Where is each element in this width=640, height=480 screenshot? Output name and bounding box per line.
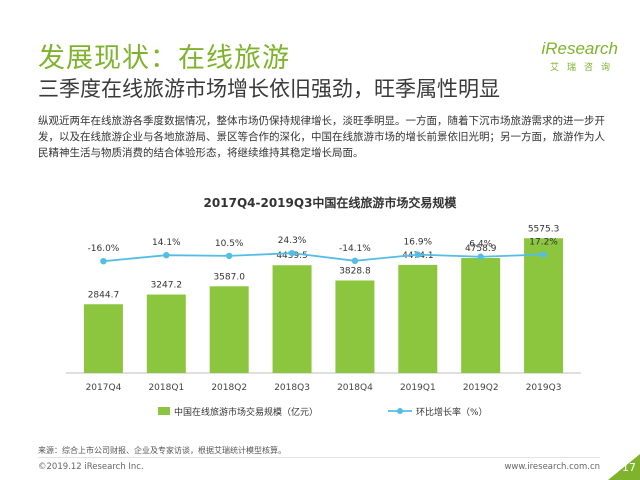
iresearch-logo: iResearch 艾瑞咨询 [528,39,618,74]
growth-point-2017Q4 [100,258,107,265]
chart-legend: 中国在线旅游市场交易规模（亿元） 环比增长率（%） [158,406,488,418]
bar-2018Q1 [146,294,186,373]
bar-2019Q3 [524,238,564,373]
growth-label-2019Q2: 6.4% [469,240,492,250]
growth-rate-line [103,252,544,263]
growth-point-2018Q2 [225,252,233,260]
chart-title: 2017Q4-2019Q3中国在线旅游市场交易规模 [204,195,458,210]
legend-bar-swatch [158,407,170,415]
logo-cn: 艾瑞咨询 [549,63,618,73]
page-title: 发展现状：在线旅游 [38,43,290,74]
bar-label-2019Q2: 4758.9 [465,244,497,254]
plot-area: 2844.72017Q43247.22018Q13587.02018Q24459… [66,224,581,393]
bar-label-2018Q1: 3247.2 [151,281,183,291]
page-number-badge: 17 [608,454,640,480]
bar-label-2018Q4: 3828.8 [339,266,371,276]
page-corner-shape [608,454,640,480]
legend-bar-label: 中国在线旅游市场交易规模（亿元） [174,406,318,418]
growth-label-2017Q4: -16.0% [88,244,120,254]
growth-label-2018Q1: 14.1% [152,238,181,248]
bar-2019Q2 [461,257,501,373]
website-link[interactable]: www.iresearch.com.cn [504,462,600,472]
page-subtitle: 三季度在线旅游市场增长依旧强劲，旺季属性明显 [38,77,500,101]
x-tick-2019Q2: 2019Q2 [463,383,499,393]
legend-line-marker [397,408,403,414]
page-number: 17 [622,461,636,474]
growth-label-2018Q3: 24.3% [278,236,307,246]
bar-label-2019Q3: 5575.3 [528,224,560,234]
growth-point-2018Q3 [288,249,296,257]
growth-point-2018Q4 [351,257,359,265]
bar-2019Q1 [398,264,438,373]
x-tick-2019Q3: 2019Q3 [526,383,562,393]
growth-point-2018Q1 [163,251,170,259]
growth-label-2018Q2: 10.5% [215,239,244,249]
growth-label-2019Q1: 16.9% [404,238,433,248]
x-tick-2018Q2: 2018Q2 [211,383,247,393]
growth-point-2019Q1 [414,251,422,258]
growth-label-2018Q4: -14.1% [339,244,371,254]
logo-brand: iResearch [541,39,618,58]
growth-point-2019Q3 [540,251,547,258]
bar-2018Q3 [272,265,312,373]
x-tick-2018Q4: 2018Q4 [337,383,373,393]
copyright: ©2019.12 iResearch Inc. [38,462,144,472]
bar-2018Q4 [335,280,375,373]
x-tick-2018Q3: 2018Q3 [274,383,310,393]
bar-label-2017Q4: 2844.7 [88,290,120,300]
growth-point-2019Q2 [477,253,484,260]
source-note: 来源：综合上市公司财报、企业及专家访谈，根据艾瑞统计模型核算。 [38,446,286,455]
bar-2017Q4 [83,304,123,373]
x-tick-2017Q4: 2017Q4 [86,383,122,393]
growth-label-2019Q3: 17.2% [529,238,558,248]
x-tick-2018Q1: 2018Q1 [148,383,184,393]
legend-line-label: 环比增长率（%） [416,406,488,418]
x-tick-2019Q1: 2019Q1 [400,383,436,393]
body-paragraph: 纵观近两年在线旅游各季度数据情况，整体市场仍保持规律增长，淡旺季明显。一方面，随… [38,115,605,159]
bar-label-2018Q2: 3587.0 [213,272,245,282]
footer-divider [38,457,600,458]
bar-2018Q2 [209,286,249,373]
